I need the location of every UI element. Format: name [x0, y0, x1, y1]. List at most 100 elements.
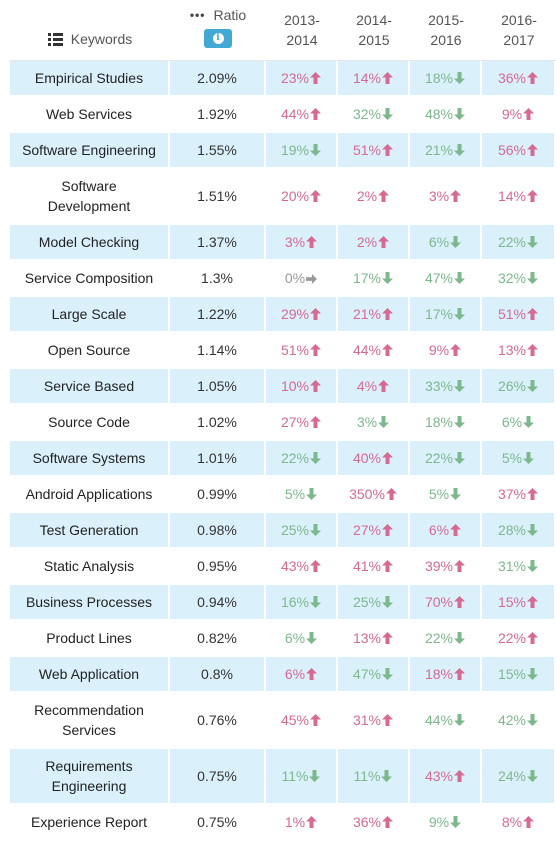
ratio-value: 1.22%	[197, 306, 237, 322]
table-row[interactable]: Service Based 1.05% 10% 4% 33% 26%	[10, 369, 556, 405]
arrow-down-icon	[527, 667, 539, 680]
change-value: 9%	[428, 342, 450, 358]
table-row[interactable]: Source Code 1.02% 27% 3% 18% 6%	[10, 405, 556, 441]
change-cell: 18%	[410, 657, 482, 693]
change-cell: 22%	[266, 441, 338, 477]
arrow-down-icon	[454, 379, 466, 392]
year-column-header[interactable]: 2015- 2016	[410, 0, 482, 61]
change-cell: 21%	[338, 297, 410, 333]
arrow-up-icon	[454, 769, 466, 782]
year-header-line: 2014-	[356, 12, 392, 28]
change-value: 3%	[428, 188, 450, 204]
ratio-column-header[interactable]: ••• Ratio i	[170, 0, 266, 61]
change-value: 26%	[497, 378, 527, 394]
year-column-header[interactable]: 2014- 2015	[338, 0, 410, 61]
table-row[interactable]: Recommendation Services 0.76% 45% 31% 44% 42%	[10, 693, 556, 749]
arrow-up-icon	[527, 71, 539, 84]
ratio-value: 0.99%	[197, 486, 237, 502]
change-cell: 20%	[266, 169, 338, 225]
change-cell: 36%	[482, 61, 556, 97]
change-value: 36%	[497, 70, 527, 86]
change-value: 14%	[352, 70, 382, 86]
table-row[interactable]: Model Checking 1.37% 3% 2% 6% 22%	[10, 225, 556, 261]
table-row[interactable]: Test Generation 0.98% 25% 27% 6% 28%	[10, 513, 556, 549]
change-value: 3%	[356, 414, 378, 430]
table-row[interactable]: Software Engineering 1.55% 19% 51% 21% 56%	[10, 133, 556, 169]
keyword-text: Engineering	[51, 778, 127, 794]
arrow-up-icon	[310, 107, 322, 120]
arrow-up-icon	[382, 143, 394, 156]
change-cell: 45%	[266, 693, 338, 749]
arrow-down-icon	[310, 451, 322, 464]
arrow-down-icon	[454, 71, 466, 84]
keyword-text: Test Generation	[39, 522, 139, 538]
table-row[interactable]: Large Scale 1.22% 29% 21% 17% 51%	[10, 297, 556, 333]
table-row[interactable]: Static Analysis 0.95% 43% 41% 39% 31%	[10, 549, 556, 585]
keyword-cell: Web Services	[10, 97, 170, 133]
change-cell: 51%	[338, 133, 410, 169]
table-row[interactable]: Business Processes 0.94% 16% 25% 70% 15%	[10, 585, 556, 621]
table-row[interactable]: Web Services 1.92% 44% 32% 48% 9%	[10, 97, 556, 133]
arrow-down-icon	[523, 415, 535, 428]
arrow-up-icon	[523, 107, 535, 120]
change-cell: 3%	[410, 169, 482, 225]
table-row[interactable]: Experience Report 0.75% 1% 36% 9% 8%	[10, 805, 556, 841]
arrow-up-icon	[523, 815, 535, 828]
keyword-text: Android Applications	[25, 486, 153, 502]
table-row[interactable]: Requirements Engineering 0.75% 11% 11% 43% 24%	[10, 749, 556, 805]
table-row[interactable]: Android Applications 0.99% 5% 350% 5% 37%	[10, 477, 556, 513]
table-row[interactable]: Software Development 1.51% 20% 2% 3% 14%	[10, 169, 556, 225]
change-value: 17%	[352, 270, 382, 286]
change-cell: 18%	[410, 405, 482, 441]
change-value: 32%	[352, 106, 382, 122]
change-cell: 2%	[338, 225, 410, 261]
change-value: 3%	[284, 234, 306, 250]
table-row[interactable]: Service Composition 1.3% 0% 17% 47% 32%	[10, 261, 556, 297]
change-cell: 32%	[482, 261, 556, 297]
change-cell: 40%	[338, 441, 410, 477]
table-row[interactable]: Open Source 1.14% 51% 44% 9% 13%	[10, 333, 556, 369]
change-cell: 9%	[482, 97, 556, 133]
table-row[interactable]: Product Lines 0.82% 6% 13% 22% 22%	[10, 621, 556, 657]
table-row[interactable]: Empirical Studies 2.09% 23% 14% 18% 36%	[10, 61, 556, 97]
change-cell: 3%	[338, 405, 410, 441]
change-value: 70%	[424, 594, 454, 610]
change-cell: 19%	[266, 133, 338, 169]
keywords-column-header[interactable]: Keywords	[10, 0, 170, 61]
keyword-text: Requirements	[45, 758, 133, 774]
year-header-line: 2015-	[428, 12, 464, 28]
change-cell: 6%	[482, 405, 556, 441]
arrow-down-icon	[527, 559, 539, 572]
more-dots-icon[interactable]: •••	[189, 7, 206, 22]
year-column-header[interactable]: 2013- 2014	[266, 0, 338, 61]
year-column-header[interactable]: 2016- 2017	[482, 0, 556, 61]
keyword-text: Software Engineering	[22, 142, 156, 158]
change-cell: 16%	[266, 585, 338, 621]
table-body: Empirical Studies 2.09% 23% 14% 18% 36% Web Se…	[10, 61, 556, 841]
arrow-up-icon	[382, 559, 394, 572]
arrow-down-icon	[527, 523, 539, 536]
change-cell: 22%	[482, 225, 556, 261]
table-row[interactable]: Software Systems 1.01% 22% 40% 22% 5%	[10, 441, 556, 477]
ratio-cell: 1.14%	[170, 333, 266, 369]
info-button[interactable]: i	[204, 28, 232, 48]
ratio-value: 2.09%	[197, 70, 237, 86]
ratio-value: 0.98%	[197, 522, 237, 538]
keyword-text: Recommendation	[34, 702, 144, 718]
year-header-line: 2016-	[501, 12, 537, 28]
change-value: 29%	[280, 306, 310, 322]
arrow-down-icon	[450, 235, 462, 248]
ratio-cell: 0.75%	[170, 805, 266, 841]
change-value: 51%	[352, 142, 382, 158]
ratio-cell: 0.76%	[170, 693, 266, 749]
arrow-up-icon	[310, 307, 322, 320]
change-cell: 13%	[482, 333, 556, 369]
change-value: 44%	[352, 342, 382, 358]
change-cell: 41%	[338, 549, 410, 585]
change-value: 8%	[501, 814, 523, 830]
ratio-cell: 0.99%	[170, 477, 266, 513]
keyword-cell: Empirical Studies	[10, 61, 170, 97]
table-row[interactable]: Web Application 0.8% 6% 47% 18% 15%	[10, 657, 556, 693]
keyword-text: Static Analysis	[43, 558, 135, 574]
change-cell: 27%	[266, 405, 338, 441]
